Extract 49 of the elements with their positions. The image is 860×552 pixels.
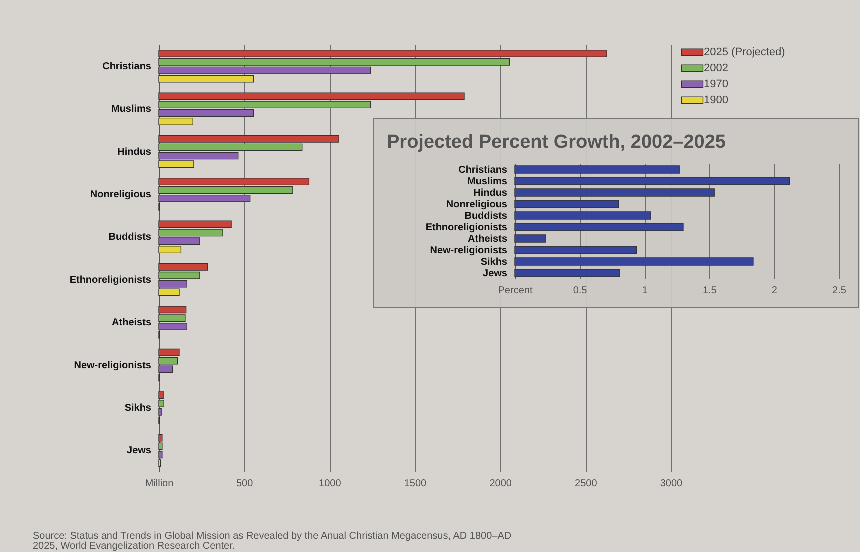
y-tick-label: Atheists	[468, 234, 508, 245]
y-tick-label: New-religionists	[430, 245, 508, 256]
x-tick-label: 1.5	[702, 286, 718, 296]
y-tick-label: Buddists	[464, 210, 508, 222]
x-tick-label: Percent	[498, 286, 533, 296]
y-tick-label: Sikhs	[124, 402, 152, 414]
legend-label: 2025 (Projected)	[704, 46, 786, 58]
y-tick-label: Muslims	[467, 176, 508, 188]
bar	[514, 177, 790, 186]
bar	[514, 234, 546, 243]
bar	[514, 200, 620, 208]
bar	[514, 246, 638, 254]
x-tick-label: 500	[236, 478, 254, 490]
bar	[514, 269, 620, 278]
bar	[514, 166, 680, 174]
bar	[514, 212, 652, 220]
y-tick-label: Christians	[458, 164, 508, 176]
x-tick-label: 1000	[319, 478, 342, 490]
y-tick-label: Ethnoreligionists	[426, 222, 508, 234]
chart-title: Projected Percent Growth, 2002–2025	[387, 132, 726, 153]
y-tick-label: Christians	[102, 61, 152, 72]
x-tick-label: Million	[145, 478, 174, 490]
legend-label: 2002	[704, 62, 728, 74]
y-tick-label: Hindus	[474, 188, 508, 199]
y-tick-label: Jews	[127, 446, 152, 457]
x-tick-label: 2000	[490, 478, 512, 490]
y-tick-label: Sikhs	[480, 256, 508, 268]
x-tick-label: 2.5	[832, 286, 847, 296]
y-tick-label: Hindus	[118, 146, 152, 158]
y-tick-label: Jews	[483, 268, 508, 280]
legend-label: 1900	[704, 94, 728, 106]
y-tick-label: Muslims	[111, 104, 152, 116]
x-tick-label: 2	[772, 286, 778, 296]
source-note: Source: Status and Trends in Global Mission as Revealed by the Anual Christian Megacensus, AD 1800–AD 2025, World Evangelization Research Center.	[33, 531, 513, 552]
x-tick-label: 2500	[575, 478, 598, 490]
legend-label: 1970	[704, 78, 728, 90]
bar	[514, 188, 715, 197]
y-tick-label: Buddists	[108, 232, 152, 244]
x-tick-label: 3000	[660, 478, 684, 490]
y-tick-label: Nonreligious	[446, 199, 508, 210]
x-tick-label: 0.5	[573, 286, 588, 296]
x-tick-label: 1	[642, 286, 648, 296]
y-tick-label: Nonreligious	[90, 189, 152, 200]
x-tick-label: 1500	[404, 478, 428, 490]
y-tick-label: Atheists	[112, 318, 152, 329]
y-tick-label: Ethnoreligionists	[70, 274, 152, 286]
bar	[514, 223, 684, 232]
y-tick-label: New-religionists	[74, 360, 152, 372]
bar	[514, 258, 754, 266]
